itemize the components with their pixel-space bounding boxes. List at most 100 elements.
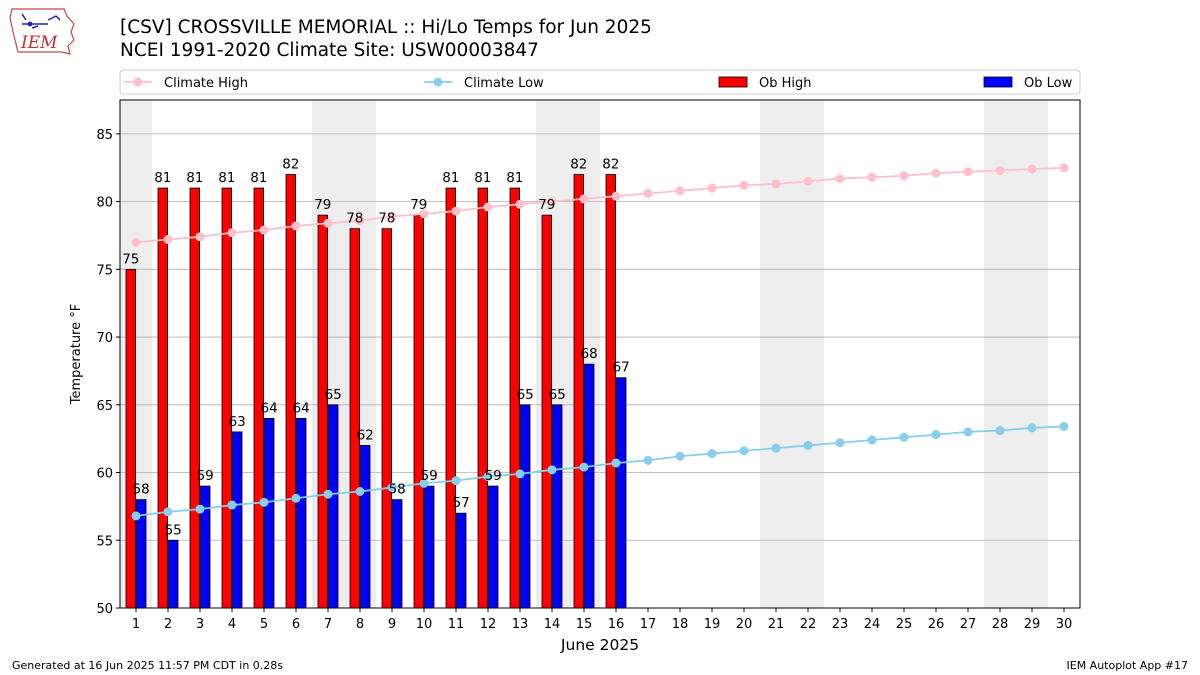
weekend-shade — [536, 100, 568, 608]
climate-low-point — [259, 497, 269, 507]
ob-low-bar-label: 63 — [229, 414, 246, 430]
x-tick-label: 21 — [768, 617, 785, 632]
x-tick-label: 11 — [448, 617, 465, 632]
ob-high-bar-label: 78 — [346, 211, 363, 227]
y-tick-label: 55 — [96, 534, 113, 549]
ob-high-bar — [413, 214, 425, 609]
ob-low-bar-label: 67 — [613, 360, 630, 376]
ob-high-bar-label: 81 — [506, 170, 523, 186]
y-tick-label: 85 — [96, 128, 113, 143]
climate-high-point — [355, 216, 365, 226]
ob-high-bar-label: 81 — [442, 170, 459, 186]
legend-swatch — [983, 76, 1013, 88]
climate-low-point — [291, 493, 301, 503]
ob-low-bar — [295, 417, 307, 609]
ob-low-bar-label: 62 — [357, 427, 374, 443]
x-tick-label: 6 — [292, 617, 300, 632]
climate-high-point — [1027, 164, 1037, 174]
chart-title: [CSV] CROSSVILLE MEMORIAL :: Hi/Lo Temps… — [120, 17, 652, 38]
climate-low-point — [803, 440, 813, 450]
climate-high-point — [835, 174, 845, 184]
climate-low-point — [707, 449, 717, 459]
climate-low-point — [355, 486, 365, 496]
x-tick-label: 15 — [576, 617, 593, 632]
climate-high-point — [611, 191, 621, 201]
climate-high-point — [323, 218, 333, 228]
ob-low-bar-label: 57 — [453, 495, 470, 511]
ob-low-bar-label: 68 — [581, 346, 598, 362]
ob-low-bar — [455, 512, 467, 609]
weekend-shade — [344, 100, 376, 608]
x-tick-label: 3 — [196, 617, 204, 632]
climate-high-point — [739, 180, 749, 190]
climate-high-point — [259, 225, 269, 235]
x-tick-label: 22 — [800, 617, 817, 632]
ob-high-bar — [605, 174, 617, 609]
x-tick-label: 13 — [512, 617, 529, 632]
x-tick-label: 10 — [416, 617, 433, 632]
climate-low-point — [1027, 423, 1037, 433]
ob-low-bar — [231, 431, 243, 609]
legend-label: Ob Low — [1024, 76, 1073, 91]
x-tick-label: 27 — [960, 617, 977, 632]
ob-low-bar — [135, 499, 147, 609]
climate-low-point — [323, 489, 333, 499]
climate-high-point — [995, 165, 1005, 175]
ob-high-bar — [349, 228, 361, 609]
climate-low-point — [1059, 421, 1069, 431]
y-tick-label: 70 — [96, 331, 113, 346]
x-tick-label: 29 — [1024, 617, 1041, 632]
ob-high-bar — [509, 187, 521, 609]
climate-low-point — [963, 427, 973, 437]
climate-high-point — [899, 171, 909, 181]
weekend-shade — [792, 100, 824, 608]
weekend-shade — [120, 100, 152, 608]
ob-low-bar-label: 65 — [517, 387, 534, 403]
climate-low-point — [611, 458, 621, 468]
climate-low-point — [739, 446, 749, 456]
ob-low-bar — [167, 539, 179, 609]
climate-high-point — [675, 186, 685, 196]
x-tick-label: 26 — [928, 617, 945, 632]
ob-low-bar — [520, 404, 531, 609]
climate-high-point — [579, 194, 589, 204]
climate-low-point — [451, 476, 461, 486]
climate-high-point — [515, 199, 525, 209]
ob-low-bar-label: 59 — [485, 468, 502, 484]
ob-high-bar-label: 75 — [122, 251, 139, 267]
x-tick-label: 25 — [896, 617, 913, 632]
ob-low-bar — [359, 445, 371, 609]
ob-high-bar-label: 81 — [154, 170, 171, 186]
ob-high-bar — [541, 214, 553, 609]
ob-high-bar — [285, 174, 297, 609]
ob-low-bar — [487, 485, 499, 609]
weekend-shade — [568, 100, 600, 608]
ob-high-bar — [381, 228, 393, 609]
climate-high-point — [707, 183, 717, 193]
ob-high-bar-label: 82 — [602, 157, 619, 173]
climate-high-point — [867, 172, 877, 182]
ob-low-bar-label: 58 — [389, 482, 406, 498]
weekend-shade — [1016, 100, 1048, 608]
climate-high-point — [227, 228, 237, 238]
ob-low-bar — [327, 404, 339, 609]
x-tick-label: 9 — [388, 617, 396, 632]
plot-frame — [119, 99, 1081, 609]
y-tick-label: 65 — [96, 399, 113, 414]
climate-low-line — [135, 425, 1065, 517]
weather-symbols-icon — [21, 13, 61, 29]
ob-low-bar — [263, 417, 275, 609]
climate-high-point — [419, 209, 429, 219]
climate-high-point — [483, 202, 493, 212]
ob-high-bar-label: 79 — [314, 197, 331, 213]
x-tick-label: 17 — [640, 617, 657, 632]
ob-low-bar-label: 65 — [325, 387, 342, 403]
x-tick-label: 19 — [704, 617, 721, 632]
climate-low-point — [547, 465, 557, 475]
chart-subtitle: NCEI 1991-2020 Climate Site: USW00003847 — [120, 40, 539, 61]
ob-high-bar — [157, 187, 169, 609]
climate-high-point — [643, 188, 653, 198]
iowa-state-map-icon — [9, 8, 75, 55]
x-tick-label: 7 — [324, 617, 332, 632]
